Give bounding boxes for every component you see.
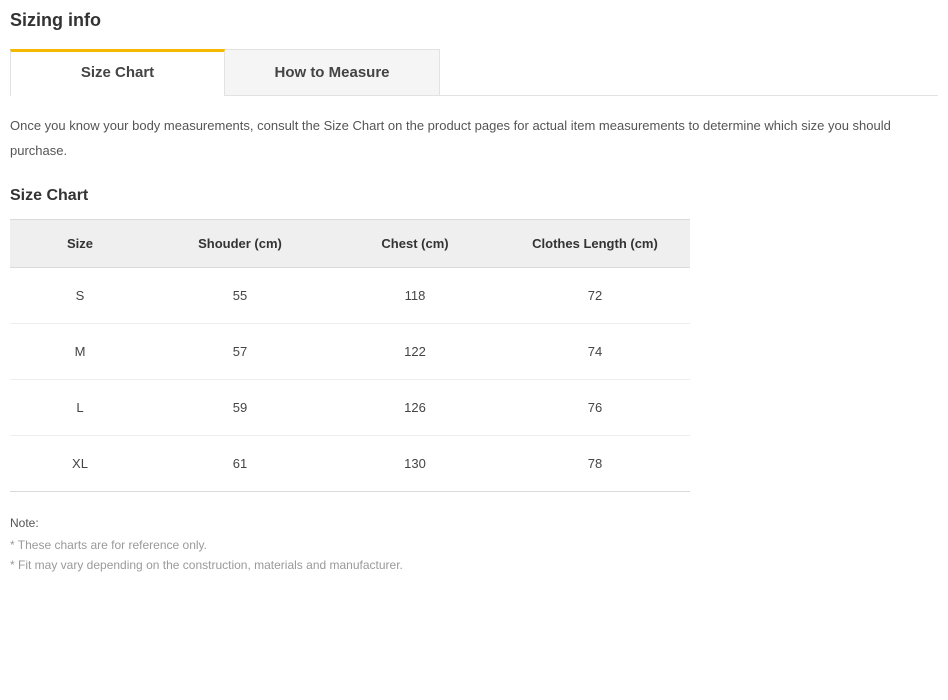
- col-length: Clothes Length (cm): [500, 220, 690, 268]
- table-row: XL 61 130 78: [10, 436, 690, 492]
- cell: 122: [330, 324, 500, 380]
- cell: 118: [330, 268, 500, 324]
- col-chest: Chest (cm): [330, 220, 500, 268]
- col-size: Size: [10, 220, 150, 268]
- cell: 74: [500, 324, 690, 380]
- table-row: L 59 126 76: [10, 380, 690, 436]
- cell: 59: [150, 380, 330, 436]
- cell: 126: [330, 380, 500, 436]
- tab-label: Size Chart: [81, 64, 154, 81]
- cell: XL: [10, 436, 150, 492]
- intro-text: Once you know your body measurements, co…: [10, 114, 938, 163]
- cell: 57: [150, 324, 330, 380]
- section-title: Size Chart: [10, 187, 938, 205]
- cell: L: [10, 380, 150, 436]
- tab-bar: Size Chart How to Measure: [10, 49, 938, 96]
- tab-size-chart[interactable]: Size Chart: [10, 49, 225, 95]
- cell: 72: [500, 268, 690, 324]
- cell: M: [10, 324, 150, 380]
- page-title: Sizing info: [10, 10, 938, 31]
- note-line: * Fit may vary depending on the construc…: [10, 556, 938, 575]
- table-header-row: Size Shouder (cm) Chest (cm) Clothes Len…: [10, 220, 690, 268]
- size-chart-table: Size Shouder (cm) Chest (cm) Clothes Len…: [10, 219, 690, 492]
- table-row: S 55 118 72: [10, 268, 690, 324]
- tab-label: How to Measure: [274, 64, 389, 81]
- cell: 76: [500, 380, 690, 436]
- note-line: * These charts are for reference only.: [10, 536, 938, 555]
- table-row: M 57 122 74: [10, 324, 690, 380]
- cell: 55: [150, 268, 330, 324]
- cell: S: [10, 268, 150, 324]
- tab-how-to-measure[interactable]: How to Measure: [225, 49, 440, 95]
- col-shoulder: Shouder (cm): [150, 220, 330, 268]
- notes-label: Note:: [10, 516, 938, 530]
- cell: 61: [150, 436, 330, 492]
- cell: 78: [500, 436, 690, 492]
- notes-block: Note: * These charts are for reference o…: [10, 516, 938, 574]
- cell: 130: [330, 436, 500, 492]
